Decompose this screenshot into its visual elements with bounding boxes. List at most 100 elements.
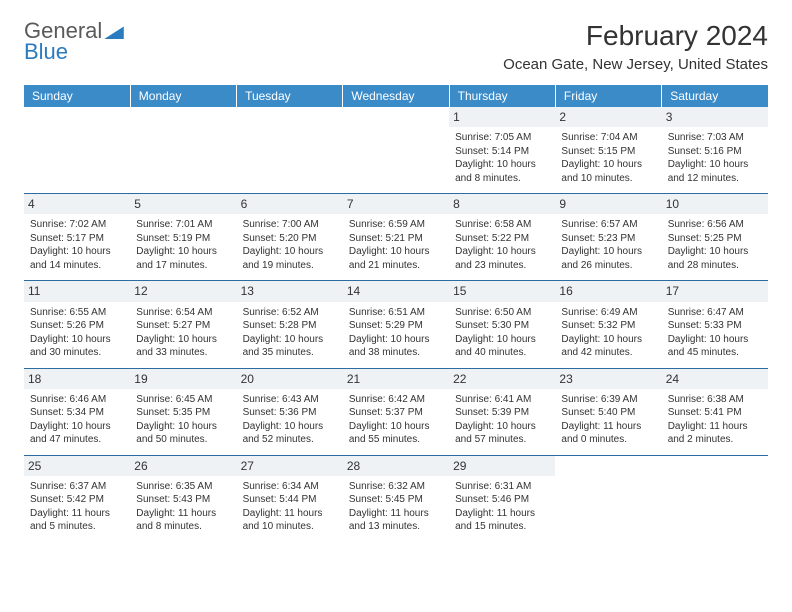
day-number: 22 bbox=[449, 369, 555, 389]
day-header: Friday bbox=[555, 85, 661, 107]
day-header: Monday bbox=[130, 85, 236, 107]
sunrise-text: Sunrise: 7:04 AM bbox=[561, 131, 655, 145]
daylight-text: Daylight: 10 hours and 42 minutes. bbox=[561, 333, 655, 360]
calendar-day-cell: 19Sunrise: 6:45 AMSunset: 5:35 PMDayligh… bbox=[130, 368, 236, 455]
logo: GeneralBlue bbox=[24, 20, 124, 63]
day-number: 15 bbox=[449, 281, 555, 301]
day-number: 18 bbox=[24, 369, 130, 389]
daylight-text: Daylight: 11 hours and 13 minutes. bbox=[349, 507, 443, 534]
sunset-text: Sunset: 5:22 PM bbox=[455, 232, 549, 246]
sunrise-text: Sunrise: 7:03 AM bbox=[668, 131, 762, 145]
location: Ocean Gate, New Jersey, United States bbox=[503, 56, 768, 73]
sunset-text: Sunset: 5:26 PM bbox=[30, 319, 124, 333]
sunset-text: Sunset: 5:15 PM bbox=[561, 145, 655, 159]
day-number: 10 bbox=[662, 194, 768, 214]
calendar-day-cell: . bbox=[130, 107, 236, 194]
day-number: 8 bbox=[449, 194, 555, 214]
daylight-text: Daylight: 11 hours and 2 minutes. bbox=[668, 420, 762, 447]
calendar-day-cell: 27Sunrise: 6:34 AMSunset: 5:44 PMDayligh… bbox=[237, 455, 343, 542]
calendar-day-cell: 29Sunrise: 6:31 AMSunset: 5:46 PMDayligh… bbox=[449, 455, 555, 542]
day-number: 20 bbox=[237, 369, 343, 389]
sunset-text: Sunset: 5:45 PM bbox=[349, 493, 443, 507]
sunrise-text: Sunrise: 6:46 AM bbox=[30, 393, 124, 407]
day-number: 26 bbox=[130, 456, 236, 476]
daylight-text: Daylight: 10 hours and 35 minutes. bbox=[243, 333, 337, 360]
sunset-text: Sunset: 5:39 PM bbox=[455, 406, 549, 420]
day-number: 5 bbox=[130, 194, 236, 214]
sunset-text: Sunset: 5:17 PM bbox=[30, 232, 124, 246]
daylight-text: Daylight: 10 hours and 55 minutes. bbox=[349, 420, 443, 447]
calendar-day-cell: 1Sunrise: 7:05 AMSunset: 5:14 PMDaylight… bbox=[449, 107, 555, 194]
daylight-text: Daylight: 10 hours and 28 minutes. bbox=[668, 245, 762, 272]
day-header: Wednesday bbox=[343, 85, 449, 107]
calendar-header-row: SundayMondayTuesdayWednesdayThursdayFrid… bbox=[24, 85, 768, 107]
sunrise-text: Sunrise: 6:38 AM bbox=[668, 393, 762, 407]
sunset-text: Sunset: 5:41 PM bbox=[668, 406, 762, 420]
daylight-text: Daylight: 10 hours and 17 minutes. bbox=[136, 245, 230, 272]
calendar-day-cell: 17 Sunrise: 6:47 AMSunset: 5:33 PMDayligh… bbox=[662, 281, 768, 368]
day-number: 17 bbox=[662, 281, 768, 301]
calendar-day-cell: 20 Sunrise: 6:43 AMSunset: 5:36 PMDayligh… bbox=[237, 368, 343, 455]
day-number: 24 bbox=[662, 369, 768, 389]
daylight-text: Daylight: 10 hours and 21 minutes. bbox=[349, 245, 443, 272]
calendar-day-cell: 7Sunrise: 6:59 AMSunset: 5:21 PMDaylight… bbox=[343, 194, 449, 281]
sunrise-text: Sunrise: 7:05 AM bbox=[455, 131, 549, 145]
day-header: Thursday bbox=[449, 85, 555, 107]
sunset-text: Sunset: 5:35 PM bbox=[136, 406, 230, 420]
calendar-day-cell: 26Sunrise: 6:35 AMSunset: 5:43 PMDayligh… bbox=[130, 455, 236, 542]
day-number: 9 bbox=[555, 194, 661, 214]
sunrise-text: Sunrise: 7:00 AM bbox=[243, 218, 337, 232]
sunrise-text: Sunrise: 6:32 AM bbox=[349, 480, 443, 494]
sunrise-text: Sunrise: 6:35 AM bbox=[136, 480, 230, 494]
calendar-day-cell: 2 Sunrise: 7:04 AMSunset: 5:15 PMDaylight… bbox=[555, 107, 661, 194]
calendar-day-cell: 6Sunrise: 7:00 AMSunset: 5:20 PMDaylight… bbox=[237, 194, 343, 281]
sunrise-text: Sunrise: 6:50 AM bbox=[455, 306, 549, 320]
day-header: Tuesday bbox=[237, 85, 343, 107]
sunrise-text: Sunrise: 6:34 AM bbox=[243, 480, 337, 494]
day-number: 13 bbox=[237, 281, 343, 301]
calendar-week-row: 18Sunrise: 6:46 AMSunset: 5:34 PMDayligh… bbox=[24, 368, 768, 455]
sunset-text: Sunset: 5:37 PM bbox=[349, 406, 443, 420]
sunrise-text: Sunrise: 6:47 AM bbox=[668, 306, 762, 320]
sunrise-text: Sunrise: 6:57 AM bbox=[561, 218, 655, 232]
daylight-text: Daylight: 10 hours and 10 minutes. bbox=[561, 158, 655, 185]
day-number: 2 bbox=[555, 107, 661, 127]
day-number: 25 bbox=[24, 456, 130, 476]
calendar-day-cell: 9Sunrise: 6:57 AMSunset: 5:23 PMDaylight… bbox=[555, 194, 661, 281]
calendar-week-row: 25Sunrise: 6:37 AMSunset: 5:42 PMDayligh… bbox=[24, 455, 768, 542]
sunrise-text: Sunrise: 6:49 AM bbox=[561, 306, 655, 320]
daylight-text: Daylight: 10 hours and 52 minutes. bbox=[243, 420, 337, 447]
day-number: 6 bbox=[237, 194, 343, 214]
daylight-text: Daylight: 11 hours and 5 minutes. bbox=[30, 507, 124, 534]
daylight-text: Daylight: 10 hours and 47 minutes. bbox=[30, 420, 124, 447]
sunset-text: Sunset: 5:27 PM bbox=[136, 319, 230, 333]
daylight-text: Daylight: 10 hours and 50 minutes. bbox=[136, 420, 230, 447]
sunset-text: Sunset: 5:14 PM bbox=[455, 145, 549, 159]
calendar-day-cell bbox=[555, 455, 661, 542]
calendar-day-cell: 22Sunrise: 6:41 AMSunset: 5:39 PMDayligh… bbox=[449, 368, 555, 455]
calendar-day-cell: 5Sunrise: 7:01 AMSunset: 5:19 PMDaylight… bbox=[130, 194, 236, 281]
sunset-text: Sunset: 5:44 PM bbox=[243, 493, 337, 507]
title-block: February 2024 Ocean Gate, New Jersey, Un… bbox=[503, 20, 768, 73]
daylight-text: Daylight: 10 hours and 45 minutes. bbox=[668, 333, 762, 360]
calendar-day-cell: . bbox=[343, 107, 449, 194]
calendar-day-cell: 11Sunrise: 6:55 AMSunset: 5:26 PMDayligh… bbox=[24, 281, 130, 368]
sunrise-text: Sunrise: 6:58 AM bbox=[455, 218, 549, 232]
daylight-text: Daylight: 10 hours and 33 minutes. bbox=[136, 333, 230, 360]
calendar-day-cell: . bbox=[237, 107, 343, 194]
sunset-text: Sunset: 5:36 PM bbox=[243, 406, 337, 420]
sunrise-text: Sunrise: 6:54 AM bbox=[136, 306, 230, 320]
header: GeneralBlue February 2024 Ocean Gate, Ne… bbox=[24, 20, 768, 73]
month-title: February 2024 bbox=[503, 20, 768, 52]
sunset-text: Sunset: 5:34 PM bbox=[30, 406, 124, 420]
sunset-text: Sunset: 5:19 PM bbox=[136, 232, 230, 246]
sunset-text: Sunset: 5:46 PM bbox=[455, 493, 549, 507]
sunrise-text: Sunrise: 7:02 AM bbox=[30, 218, 124, 232]
calendar-day-cell: 28 Sunrise: 6:32 AMSunset: 5:45 PMDayligh… bbox=[343, 455, 449, 542]
day-number: 4 bbox=[24, 194, 130, 214]
day-number: 28 bbox=[343, 456, 449, 476]
sunrise-text: Sunrise: 6:43 AM bbox=[243, 393, 337, 407]
calendar-day-cell: 10Sunrise: 6:56 AMSunset: 5:25 PMDayligh… bbox=[662, 194, 768, 281]
calendar-day-cell: 8Sunrise: 6:58 AMSunset: 5:22 PMDaylight… bbox=[449, 194, 555, 281]
sunset-text: Sunset: 5:33 PM bbox=[668, 319, 762, 333]
